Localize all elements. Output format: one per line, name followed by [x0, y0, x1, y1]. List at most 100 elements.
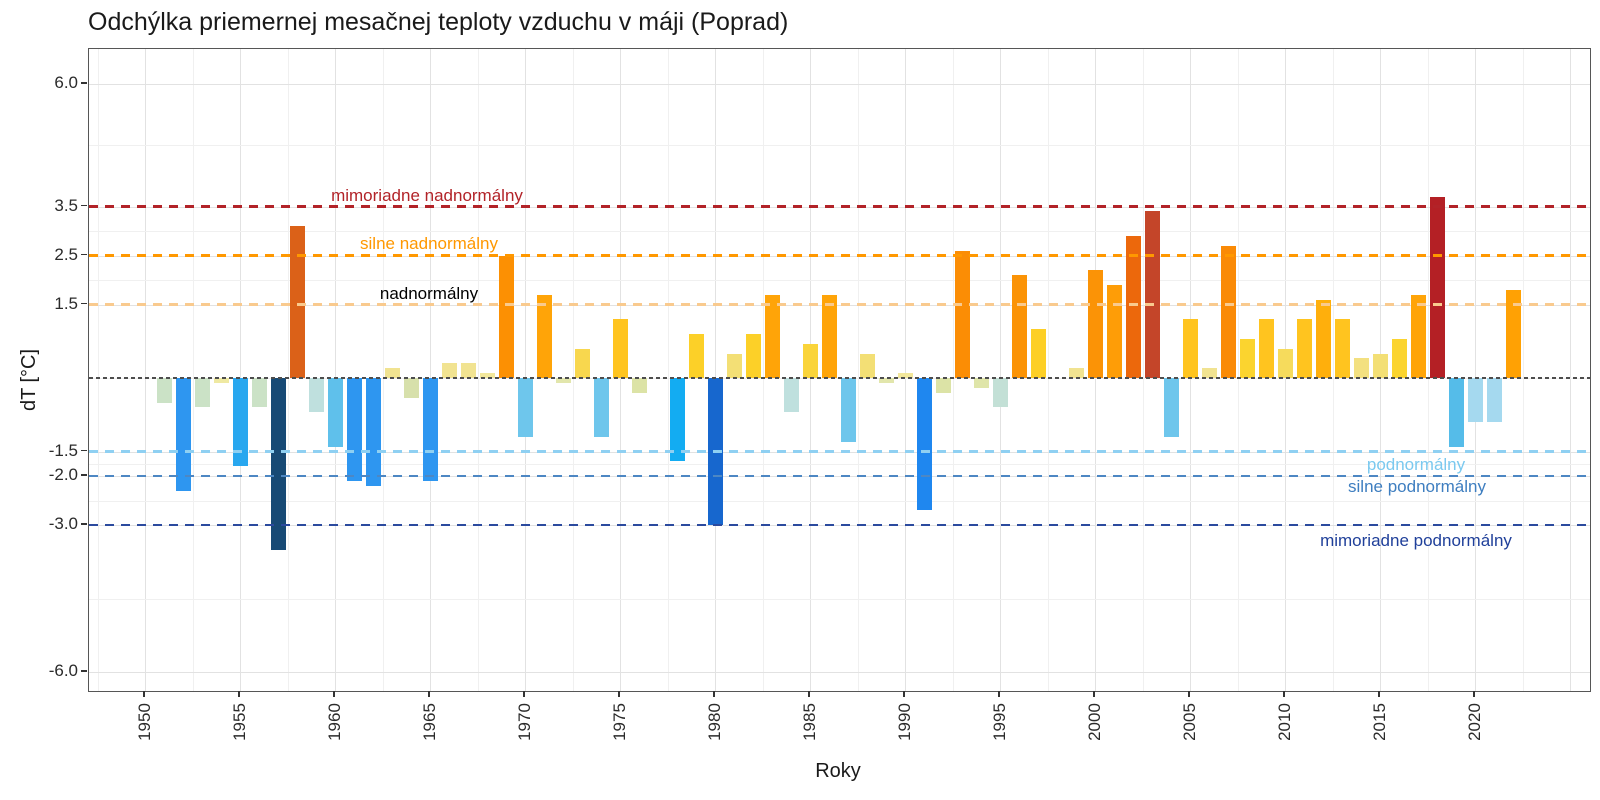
x-tick-label: 1960: [325, 703, 344, 741]
bar-1957: [270, 378, 286, 550]
bar-1963: [384, 368, 400, 378]
bar-1979: [688, 333, 704, 378]
x-tick-mark: [238, 691, 240, 697]
gridline-minor-y: [89, 463, 1590, 465]
bar-1959: [308, 378, 324, 413]
bar-1999: [1068, 368, 1084, 378]
x-tick-mark: [333, 691, 335, 697]
x-tick-mark: [143, 691, 145, 697]
reference-label-2.5: silne nadnormálny: [360, 234, 498, 253]
y-tick-label: -3.0: [48, 514, 78, 533]
bar-1969: [498, 255, 514, 378]
bar-1990: [897, 373, 913, 378]
x-tick-label: 2020: [1465, 703, 1484, 741]
reference-line-2.5: [89, 254, 1590, 257]
bar-1971: [536, 294, 552, 378]
gridline-minor-y: [89, 598, 1590, 600]
bar-1960: [327, 378, 343, 447]
y-tick-label: 2.5: [54, 244, 78, 264]
bar-1970: [517, 378, 533, 437]
gridline-major-x: [430, 49, 431, 691]
x-tick-label: 1955: [230, 703, 249, 741]
reference-label-1.5: nadnormálny: [379, 284, 479, 303]
gridline-minor-x: [857, 49, 859, 691]
gridline-major-x: [335, 49, 336, 691]
reference-line--1.5: [89, 450, 1590, 453]
gridline-major-y: [89, 672, 1590, 673]
x-tick-mark: [808, 691, 810, 697]
gridline-major-x: [240, 49, 241, 691]
gridline-major-x: [525, 49, 526, 691]
bar-2011: [1296, 319, 1312, 378]
gridline-minor-x: [97, 49, 99, 691]
y-tick-label: 1.5: [54, 293, 78, 313]
chart-title: Odchýlka priemernej mesačnej teploty vzd…: [88, 8, 789, 36]
bar-2004: [1163, 378, 1179, 437]
bar-1955: [232, 378, 248, 467]
bar-1953: [194, 378, 210, 408]
bar-2005: [1182, 319, 1198, 378]
bar-2019: [1448, 378, 1464, 447]
bar-1994: [973, 378, 989, 388]
gridline-minor-x: [1332, 49, 1334, 691]
bar-2020: [1467, 378, 1483, 423]
bar-2001: [1106, 284, 1122, 378]
x-tick-label: 1950: [135, 703, 154, 741]
gridline-major-x: [1570, 49, 1571, 691]
bar-1966: [441, 363, 457, 378]
x-tick-label: 1985: [800, 703, 819, 741]
x-tick-label: 1965: [420, 703, 439, 741]
bar-1985: [802, 343, 818, 378]
x-tick-mark: [1473, 691, 1475, 697]
bar-2015: [1372, 353, 1388, 378]
y-tick-mark: [81, 449, 87, 452]
reference-label--3: mimoriadne podnormálny: [1320, 531, 1512, 550]
x-tick-label: 1970: [515, 703, 534, 741]
bar-1968: [479, 373, 495, 378]
reference-line-3.5: [89, 205, 1590, 208]
gridline-minor-x: [762, 49, 764, 691]
bar-1954: [213, 378, 229, 383]
bar-2007: [1220, 245, 1236, 378]
bar-1972: [555, 378, 571, 383]
gridline-minor-x: [1237, 49, 1239, 691]
gridline-major-x: [905, 49, 906, 691]
gridline-minor-y: [89, 231, 1590, 232]
x-tick-mark: [998, 691, 1000, 697]
y-tick-label: -6.0: [48, 661, 78, 680]
bar-2014: [1353, 358, 1369, 378]
reference-line-1.5: [89, 303, 1590, 306]
gridline-minor-x: [287, 49, 289, 691]
y-tick-label: 6.0: [54, 73, 78, 92]
bar-2010: [1277, 348, 1293, 378]
y-tick-label: -2.0: [48, 465, 78, 484]
bar-1967: [460, 363, 476, 378]
y-tick-label: -1.5: [48, 440, 78, 460]
gridline-minor-x: [1427, 49, 1429, 691]
gridline-minor-x: [1522, 49, 1524, 691]
gridline-minor-x: [952, 49, 954, 691]
reference-label--2: silne podnormálny: [1348, 477, 1486, 496]
gridline-minor-y: [89, 145, 1590, 147]
bar-1996: [1011, 275, 1027, 378]
x-tick-label: 1995: [990, 703, 1009, 741]
bar-2021: [1486, 378, 1502, 423]
x-tick-mark: [1188, 691, 1190, 697]
x-tick-label: 1975: [610, 703, 629, 741]
y-tick-mark: [81, 253, 87, 256]
bar-1981: [726, 353, 742, 378]
bar-1995: [992, 378, 1008, 408]
bar-1965: [422, 378, 438, 481]
gridline-minor-x: [382, 49, 384, 691]
bar-1997: [1030, 329, 1046, 378]
bar-2022: [1505, 289, 1521, 378]
gridline-minor-x: [667, 49, 669, 691]
bar-2003: [1144, 211, 1160, 378]
reference-label-3.5: mimoriadne nadnormálny: [331, 186, 523, 205]
bar-1951: [156, 378, 172, 403]
bar-2000: [1087, 270, 1103, 378]
bar-1993: [954, 250, 970, 378]
bar-1975: [612, 319, 628, 378]
x-tick-label: 1990: [895, 703, 914, 741]
